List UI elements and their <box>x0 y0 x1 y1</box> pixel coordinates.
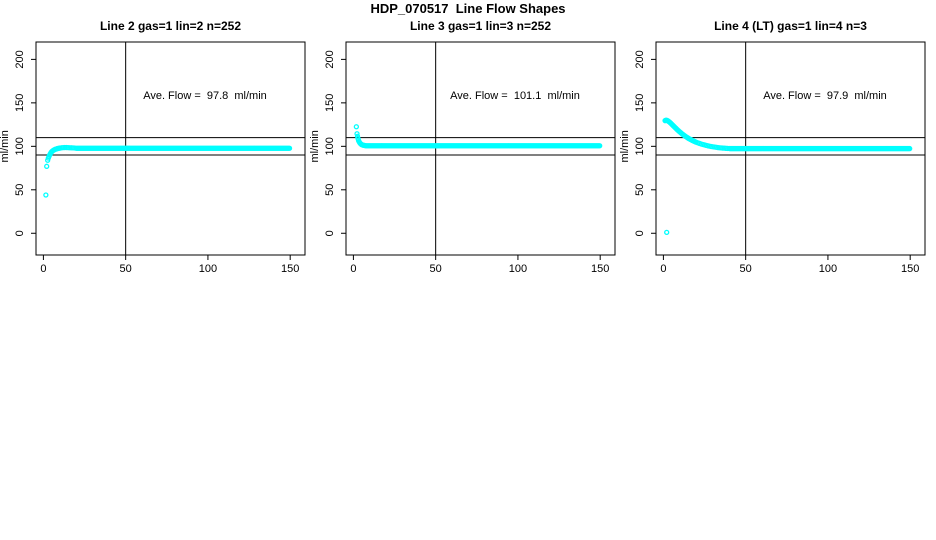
y-axis: 0 50 100 150 200 ml/min <box>620 50 656 236</box>
x-tick-label: 50 <box>120 263 132 275</box>
plot-box <box>345 41 616 256</box>
data-points <box>662 117 913 236</box>
plot-box <box>35 41 306 256</box>
y-tick-label: 200 <box>324 50 336 68</box>
y-tick-label: 150 <box>14 94 26 112</box>
data-points <box>353 124 603 149</box>
panel-1-ave-flow-annotation: Ave. Flow = 97.8 ml/min <box>143 90 267 102</box>
y-tick-label: 0 <box>634 230 646 236</box>
x-tick-label: 0 <box>660 263 666 275</box>
x-tick-label: 100 <box>509 263 527 275</box>
y-axis-label: ml/min <box>0 130 11 162</box>
panel-3-ave-flow-annotation: Ave. Flow = 97.9 ml/min <box>763 90 887 102</box>
x-axis: 0 50 100 150 <box>40 255 299 275</box>
x-tick-label: 100 <box>199 263 217 275</box>
y-tick-label: 50 <box>324 184 336 196</box>
panel-1-plot: 0 50 100 150 0 50 100 150 200 ml/min <box>0 41 306 275</box>
y-tick-label: 50 <box>14 184 26 196</box>
y-tick-label: 100 <box>634 137 646 155</box>
figure-title: HDP_070517 Line Flow Shapes <box>370 1 566 16</box>
panel-2-title: Line 3 gas=1 lin=3 n=252 <box>409 19 552 33</box>
y-tick-label: 200 <box>14 50 26 68</box>
y-tick-label: 100 <box>14 137 26 155</box>
y-axis: 0 50 100 150 200 ml/min <box>0 50 36 236</box>
y-tick-label: 100 <box>324 137 336 155</box>
panel-2-ave-flow-annotation: Ave. Flow = 101.1 ml/min <box>450 90 580 102</box>
y-tick-label: 200 <box>634 50 646 68</box>
y-axis-label: ml/min <box>620 130 631 162</box>
y-tick-label: 0 <box>14 230 26 236</box>
panel-3-title: Line 4 (LT) gas=1 lin=4 n=3 <box>714 19 867 33</box>
panel-3-plot: 0 50 100 150 0 50 100 150 200 ml/min <box>620 41 926 275</box>
x-tick-label: 150 <box>901 263 919 275</box>
panel-1-title: Line 2 gas=1 lin=2 n=252 <box>99 19 242 33</box>
y-tick-label: 150 <box>324 94 336 112</box>
x-tick-label: 0 <box>350 263 356 275</box>
x-tick-label: 50 <box>740 263 752 275</box>
data-points <box>43 144 293 198</box>
x-tick-label: 0 <box>40 263 46 275</box>
x-axis: 0 50 100 150 <box>660 255 919 275</box>
x-tick-label: 150 <box>591 263 609 275</box>
y-axis-label: ml/min <box>310 130 321 162</box>
panel-2-plot: 0 50 100 150 0 50 100 150 200 ml/min <box>310 41 616 275</box>
x-tick-label: 150 <box>281 263 299 275</box>
y-tick-label: 0 <box>324 230 336 236</box>
y-axis: 0 50 100 150 200 ml/min <box>310 50 346 236</box>
x-tick-label: 100 <box>819 263 837 275</box>
x-axis: 0 50 100 150 <box>350 255 609 275</box>
y-tick-label: 150 <box>634 94 646 112</box>
x-tick-label: 50 <box>430 263 442 275</box>
y-tick-label: 50 <box>634 184 646 196</box>
plot-box <box>655 41 926 256</box>
